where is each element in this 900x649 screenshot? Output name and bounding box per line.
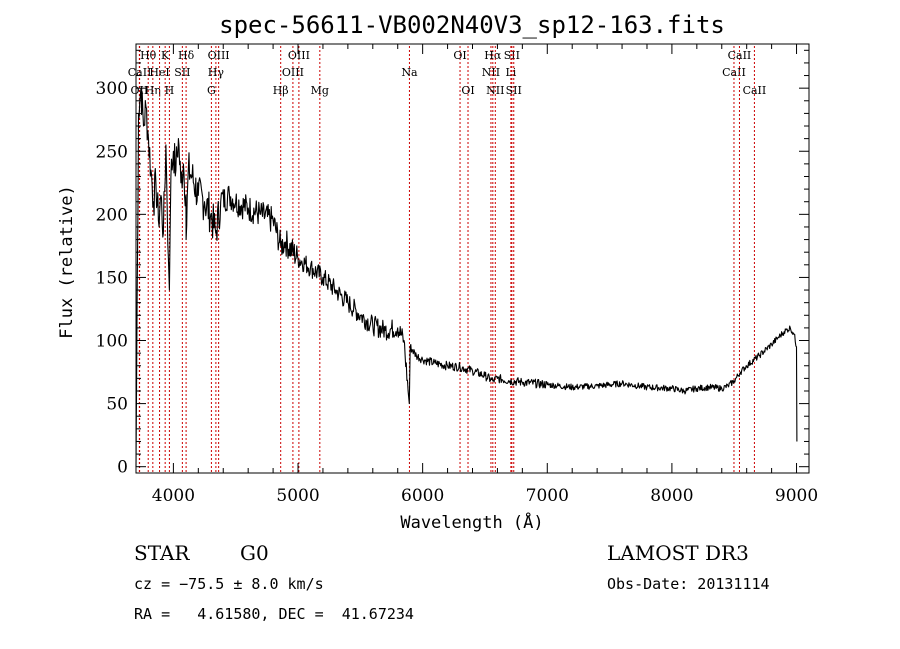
y-tick-label-0: 0 (117, 458, 128, 478)
line-label-6: H (165, 84, 175, 97)
line-label-7: SII (174, 66, 190, 79)
line-label-15: Mg (311, 84, 329, 97)
y-axis: 0 50 100 150 200 250 300 (96, 49, 809, 478)
x-tick-label-5: 9000 (775, 486, 818, 506)
spectrum-series (135, 87, 798, 467)
line-label-21: NII (486, 84, 504, 97)
line-label-2: Hθ (140, 49, 157, 62)
redshift-text: cz = −75.5 ± 8.0 km/s (134, 575, 324, 593)
line-label-19: NII (482, 66, 500, 79)
x-axis: 4000 5000 6000 7000 8000 9000 (152, 44, 818, 506)
line-label-4: HeI (149, 66, 169, 79)
line-label-13: OIII (282, 66, 304, 79)
y-tick-label-3: 150 (96, 268, 128, 288)
line-label-12: Hβ (273, 84, 289, 97)
y-tick-label-6: 300 (96, 79, 128, 99)
line-label-24: SII (506, 84, 522, 97)
y-tick-label-5: 250 (96, 142, 128, 162)
emission-line-markers: OIICaIIHθHηHeIKHSIIHδGHγOIIIHβOIIIOIIIMg… (128, 46, 766, 473)
line-label-27: CaII (743, 84, 767, 97)
plot-frame (135, 43, 810, 474)
y-axis-label: Flux (relative) (57, 185, 77, 339)
survey-name: LAMOST DR3 (607, 541, 749, 565)
x-tick-label-1: 5000 (276, 486, 319, 506)
x-tick-label-2: 6000 (401, 486, 444, 506)
x-tick-label-3: 7000 (526, 486, 569, 506)
y-tick-label-1: 50 (106, 395, 128, 415)
line-label-5: K (161, 49, 170, 62)
spectrum-line (135, 87, 798, 467)
object-subclass: G0 (240, 541, 269, 565)
y-tick-label-4: 200 (96, 205, 128, 225)
line-label-8: Hδ (178, 49, 195, 62)
line-label-10: Hγ (208, 66, 225, 79)
x-tick-label-0: 4000 (152, 486, 195, 506)
y-tick-label-2: 100 (96, 332, 128, 352)
chart-title: spec-56611-VB002N40V3_sp12-163.fits (219, 11, 725, 39)
x-axis-label: Wavelength (Å) (400, 511, 543, 533)
line-label-26: CaII (728, 49, 752, 62)
line-label-16: Na (401, 66, 418, 79)
line-label-23: SII (504, 49, 520, 62)
line-label-25: CaII (722, 66, 746, 79)
obs-date: Obs-Date: 20131114 (607, 575, 770, 593)
line-label-3: Hη (145, 84, 161, 97)
line-label-18: OI (461, 84, 474, 97)
line-label-14: OIII (288, 49, 310, 62)
coordinates: RA = 4.61580, DEC = 41.67234 (134, 605, 414, 623)
line-label-20: Hα (484, 49, 502, 62)
x-tick-label-4: 8000 (650, 486, 693, 506)
line-label-17: OI (453, 49, 466, 62)
object-class: STAR (134, 541, 190, 565)
line-label-1: CaII (128, 66, 152, 79)
line-label-22: Li (505, 66, 516, 79)
line-label-11: OIII (208, 49, 230, 62)
line-label-9: G (207, 84, 216, 97)
